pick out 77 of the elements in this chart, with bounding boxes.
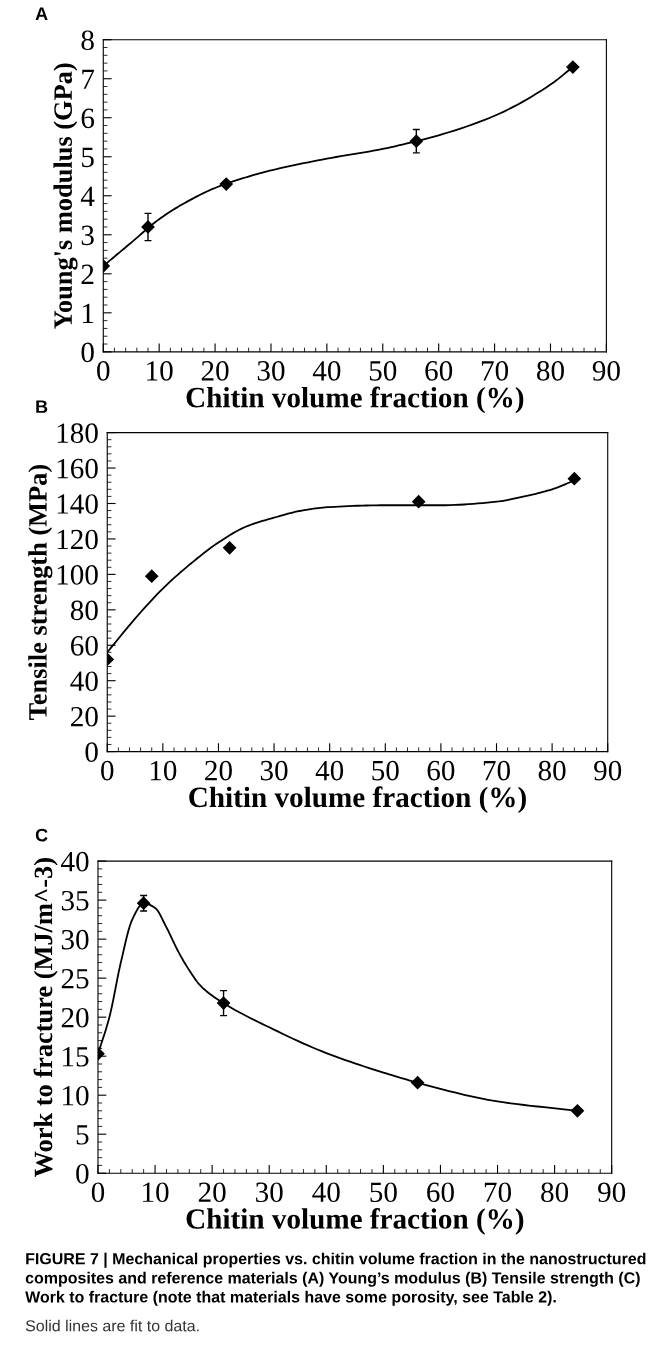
x-tick-label: 40 [312, 1182, 340, 1203]
y-tick-label: 25 [61, 968, 89, 989]
point [216, 996, 231, 1010]
y-tick-label: 8 [81, 30, 94, 51]
caption: FIGURE 7 | Mechanical properties vs. chitin volume fraction in the nanostructured composites and reference materials (A) Young’s modulus (B) Tensile strength (C) Work to fracture (note that materials have some porosity, see Table 2). [25, 1252, 646, 1306]
point [222, 541, 237, 555]
point [570, 1104, 585, 1118]
y-tick-label: 0 [81, 342, 94, 363]
y-tick-label: 60 [71, 635, 98, 656]
y-tick-label: 2 [81, 264, 94, 284]
x-tick-label: 90 [594, 760, 622, 781]
y-tick-label: 20 [61, 1007, 89, 1028]
text: Solid lines are fit to data. [25, 1319, 199, 1332]
point [411, 1076, 425, 1090]
x-tick-label: 60 [425, 361, 453, 381]
chart-title: B [36, 400, 48, 413]
y-tick-label: 0 [76, 1163, 89, 1184]
y-tick-label: 7 [82, 69, 95, 89]
y-tick-label: 5 [76, 1125, 89, 1145]
x-tick-label: 10 [143, 1182, 169, 1203]
y-tick-label: 120 [57, 529, 98, 550]
y-tick-label: 100 [57, 565, 98, 585]
x-tick-label: 60 [427, 760, 455, 781]
x-tick-label: 90 [598, 1182, 626, 1203]
x-axis-title: Chitin volume fraction (%) [186, 386, 524, 414]
y-tick-label: 10 [63, 1085, 89, 1106]
chart-title: C [35, 828, 48, 842]
x-tick-label: 20 [198, 1182, 226, 1203]
x-tick-label: 90 [592, 361, 620, 381]
y-tick-label: 140 [57, 494, 98, 514]
y-tick-label: 180 [57, 423, 98, 444]
point [409, 134, 423, 148]
y-tick-label: 0 [85, 742, 98, 762]
x-tick-label: 40 [315, 760, 344, 781]
x-axis-title: Chitin volume fraction (%) [186, 1208, 524, 1235]
x-tick-label: 10 [147, 361, 173, 381]
x-tick-label: 80 [538, 760, 566, 781]
x-tick-label: 0 [101, 760, 114, 781]
y-tick-label: 15 [63, 1047, 89, 1067]
x-tick-label: 70 [481, 361, 509, 381]
x-tick-label: 30 [257, 361, 285, 381]
y-tick-label: 20 [71, 706, 98, 727]
x-axis-title: Chitin volume fraction (%) [189, 786, 526, 814]
x-tick-label: 30 [260, 760, 288, 781]
x-tick-label: 40 [312, 361, 341, 381]
x-tick-label: 10 [150, 760, 177, 781]
x-tick-label: 20 [201, 361, 229, 381]
point [145, 569, 159, 583]
point [219, 177, 233, 191]
y-tick-label: 80 [70, 600, 98, 621]
x-tick-label: 60 [427, 1182, 454, 1203]
y-axis-title: Young's modulus (GPa) [53, 63, 78, 329]
x-tick-label: 70 [484, 1182, 511, 1203]
y-tick-label: 3 [81, 225, 94, 246]
point [412, 495, 426, 509]
x-tick-label: 30 [256, 1182, 283, 1203]
x-tick-label: 80 [537, 361, 564, 381]
x-tick-label: 50 [370, 1182, 397, 1203]
x-tick-label: 20 [205, 760, 232, 781]
x-tick-label: 80 [541, 1182, 569, 1203]
chart-title: A [35, 7, 48, 20]
x-tick-label: 50 [372, 760, 399, 781]
point [566, 60, 580, 74]
y-tick-label: 1 [82, 303, 94, 323]
y-tick-label: 40 [70, 671, 98, 692]
y-tick-label: 6 [81, 108, 95, 129]
y-tick-label: 160 [57, 458, 98, 479]
y-tick-label: 35 [61, 890, 89, 911]
y-tick-label: 4 [80, 186, 95, 206]
x-tick-label: 50 [369, 361, 397, 381]
point [567, 472, 581, 486]
y-tick-label: 40 [61, 851, 89, 872]
y-axis-title: Work to fracture (MJ/m^-3) [33, 858, 58, 1178]
y-tick-label: 30 [61, 929, 89, 950]
x-tick-label: 70 [483, 760, 510, 781]
y-axis-title: Tensile strength (MPa) [28, 464, 53, 720]
y-tick-label: 5 [82, 147, 94, 168]
